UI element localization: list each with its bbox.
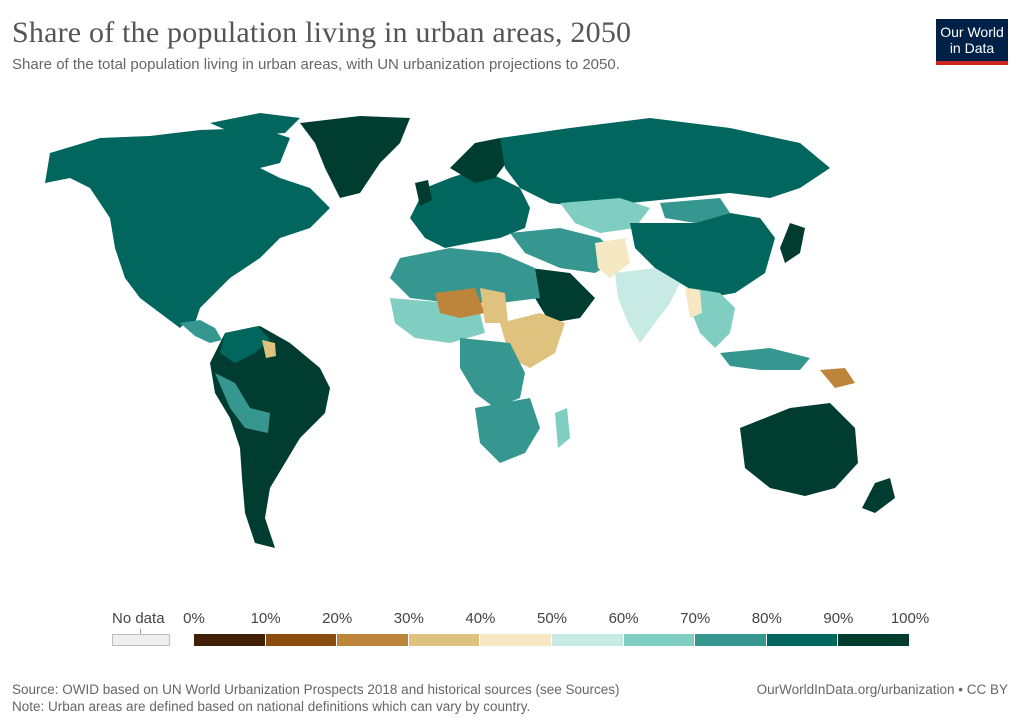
region-madagascar[interactable]: [555, 408, 570, 448]
chart-title: Share of the population living in urban …: [12, 16, 632, 49]
region-central-america[interactable]: [180, 320, 222, 343]
region-japan[interactable]: [780, 223, 805, 263]
chart-subtitle: Share of the total population living in …: [12, 56, 620, 73]
world-map: [45, 113, 895, 548]
legend-no-data-swatch[interactable]: [112, 634, 170, 646]
definition-note: Note: Urban areas are defined based on n…: [12, 699, 531, 714]
legend-tick-5: 50%: [536, 610, 568, 627]
legend-tick-7: 70%: [680, 610, 711, 627]
region-new-zealand[interactable]: [862, 478, 895, 513]
legend-tick-9: 90%: [823, 610, 854, 627]
legend-tick-8: 80%: [751, 610, 782, 627]
region-arabian-peninsula[interactable]: [530, 268, 595, 323]
region-guyana[interactable]: [262, 340, 276, 358]
region-niger-chad[interactable]: [435, 288, 485, 318]
legend-bin-9[interactable]: [838, 634, 910, 646]
region-greenland[interactable]: [300, 116, 410, 198]
region-pakistan[interactable]: [595, 238, 630, 278]
region-russia[interactable]: [500, 118, 830, 208]
legend-bin-7[interactable]: [695, 634, 767, 646]
region-southern-africa[interactable]: [475, 398, 540, 463]
legend-color-bins: [194, 634, 910, 646]
legend-bin-6[interactable]: [623, 634, 696, 646]
region-india[interactable]: [615, 268, 680, 343]
legend-no-data-tick: [140, 629, 141, 634]
region-indonesia[interactable]: [720, 348, 810, 370]
license-link[interactable]: OurWorldInData.org/urbanization • CC BY: [756, 682, 1008, 697]
legend-bin-5[interactable]: [551, 634, 624, 646]
region-mexico[interactable]: [140, 278, 200, 323]
region-peru-bolivia[interactable]: [215, 373, 270, 433]
region-chad[interactable]: [480, 288, 508, 323]
region-uk[interactable]: [415, 180, 432, 206]
region-canada-islands[interactable]: [210, 113, 300, 136]
region-scandinavia[interactable]: [450, 138, 510, 183]
region-kazakhstan[interactable]: [560, 198, 650, 233]
legend-bin-2[interactable]: [337, 634, 409, 646]
region-turkey-iran[interactable]: [510, 228, 620, 273]
legend-bin-0[interactable]: [194, 634, 266, 646]
legend-tick-3: 30%: [393, 610, 424, 627]
legend-tick-6: 60%: [608, 610, 639, 627]
legend: No data 0% 10% 20% 30% 40% 50% 60% 70% 80% 90% 100…: [112, 610, 929, 650]
legend-no-data-label: No data: [112, 610, 165, 627]
region-mongolia[interactable]: [660, 198, 730, 223]
region-australia[interactable]: [740, 403, 858, 496]
legend-bin-3[interactable]: [408, 634, 481, 646]
owid-logo[interactable]: Our World in Data: [936, 19, 1008, 65]
legend-tick-4: 40%: [465, 610, 496, 627]
legend-bin-1[interactable]: [265, 634, 338, 646]
region-europe[interactable]: [410, 168, 530, 248]
region-south-america[interactable]: [210, 326, 330, 548]
legend-tick-1: 10%: [250, 610, 281, 627]
legend-tick-10: 100%: [890, 610, 930, 627]
source-note: Source: OWID based on UN World Urbanizat…: [12, 682, 620, 697]
legend-tick-2: 20%: [322, 610, 353, 627]
region-myanmar[interactable]: [685, 288, 702, 318]
region-central-africa[interactable]: [460, 338, 525, 408]
region-china[interactable]: [630, 213, 775, 298]
legend-tick-0: 0%: [183, 610, 205, 627]
logo-line-1: Our World: [940, 24, 1004, 40]
region-east-africa[interactable]: [500, 313, 565, 368]
legend-bin-4[interactable]: [480, 634, 552, 646]
region-papua-new-guinea[interactable]: [820, 368, 855, 388]
legend-bin-8[interactable]: [766, 634, 839, 646]
region-north-america[interactable]: [45, 128, 330, 328]
region-venezuela-colombia[interactable]: [220, 326, 270, 363]
region-north-africa[interactable]: [390, 248, 540, 303]
region-southeast-asia[interactable]: [690, 288, 735, 348]
logo-line-2: in Data: [949, 40, 995, 56]
